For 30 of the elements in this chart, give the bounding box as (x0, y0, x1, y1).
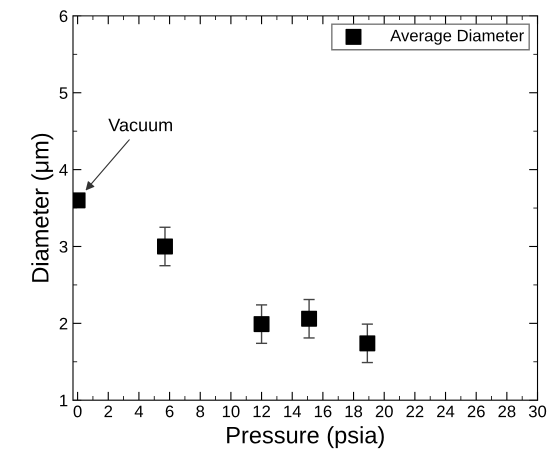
x-tick-label: 30 (528, 406, 546, 418)
x-tick-label: 20 (376, 406, 393, 418)
y-axis-title: Diameter (μm) (31, 134, 54, 282)
point (359, 335, 376, 352)
x-tick-label: 14 (284, 406, 302, 418)
x-tick-label: 24 (437, 406, 454, 418)
x-tick-label: 12 (254, 406, 270, 418)
x-tick-label: 10 (222, 406, 240, 418)
x-tick-label: 6 (166, 406, 174, 418)
x-tick-label: 8 (196, 406, 204, 418)
y-tick-label: 2 (60, 318, 68, 330)
point (254, 316, 270, 332)
x-tick-label: 2 (104, 406, 112, 418)
y-tick-label: 1 (60, 394, 68, 406)
x-tick-label: 0 (74, 406, 82, 418)
y-tick-label: 6 (60, 10, 68, 22)
annotation: Vacuum (108, 118, 172, 132)
y-tick-label: 4 (59, 164, 68, 176)
point (301, 310, 318, 327)
x-tick-label: 28 (498, 406, 516, 418)
x-tick-label: 18 (346, 406, 362, 418)
legend-label: Average Diameter (390, 29, 524, 45)
point (157, 238, 173, 254)
x-axis-title: Pressure (psia) (227, 426, 384, 448)
x-tick-label: 26 (468, 406, 485, 418)
y-tick-label: 5 (60, 87, 68, 99)
y-tick-label: 3 (60, 240, 68, 253)
x-tick-label: 22 (406, 406, 424, 418)
x-tick-label: 4 (134, 406, 144, 418)
x-tick-label: 16 (314, 406, 332, 418)
